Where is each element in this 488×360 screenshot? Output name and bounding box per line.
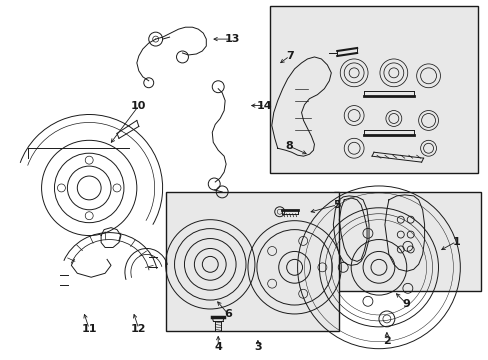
Text: 9: 9	[402, 299, 410, 309]
Text: 6: 6	[224, 309, 232, 319]
Text: 3: 3	[254, 342, 261, 352]
FancyBboxPatch shape	[334, 192, 480, 291]
Text: 8: 8	[285, 141, 293, 151]
Text: 12: 12	[131, 324, 146, 334]
FancyBboxPatch shape	[269, 6, 477, 173]
Text: 2: 2	[382, 336, 390, 346]
Text: 14: 14	[257, 100, 272, 111]
Text: 7: 7	[285, 51, 293, 61]
FancyBboxPatch shape	[165, 192, 339, 331]
Text: 4: 4	[214, 342, 222, 352]
Text: 11: 11	[81, 324, 97, 334]
Text: 13: 13	[224, 34, 239, 44]
Text: 10: 10	[131, 100, 146, 111]
Text: 1: 1	[451, 237, 459, 247]
Text: 5: 5	[333, 200, 341, 210]
